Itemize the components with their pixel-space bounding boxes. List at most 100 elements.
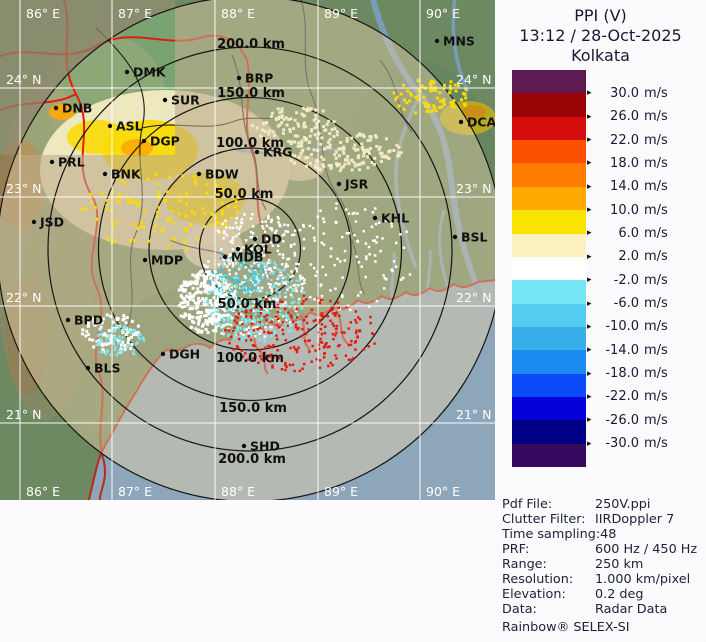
station-label: SHD (250, 439, 280, 454)
scan-info-row: Elevation: 0.2 deg (502, 587, 644, 602)
legend-color-band (512, 93, 586, 117)
station-label: DNB (62, 101, 92, 116)
scan-timestamp: 13:12 / 28-Oct-2025 (519, 26, 682, 45)
tick-arrow-icon: ▸ (587, 368, 592, 379)
legend-color-band (512, 70, 586, 94)
longitude-label: 89° E (324, 6, 358, 21)
station-dot (160, 351, 166, 357)
station-label: DGP (150, 134, 180, 149)
legend-color-band (512, 163, 586, 187)
range-ring-label: 100.0 km (216, 136, 284, 151)
legend-color-band (512, 233, 586, 257)
station-label: JSR (344, 177, 369, 192)
station-label: JSD (39, 215, 64, 230)
station-dot (162, 97, 168, 103)
tick-arrow-icon: ▸ (587, 88, 592, 99)
legend-color-band (512, 420, 586, 444)
station-dot (107, 123, 113, 129)
tick-arrow-icon: ▸ (587, 205, 592, 216)
station-dot (336, 181, 342, 187)
station-dot (236, 75, 242, 81)
latitude-label: 21° N (6, 407, 41, 422)
tick-arrow-icon: ▸ (587, 111, 592, 122)
station-label: DD (261, 232, 282, 247)
software-brand-label: Rainbow® SELEX-SI (502, 620, 630, 635)
tick-arrow-icon: ▸ (587, 158, 592, 169)
range-ring-label: 200.0 km (217, 37, 285, 52)
range-ring (198, 197, 302, 301)
legend-color-band (512, 303, 586, 327)
station-dot (372, 215, 378, 221)
scan-info-row: Range: 250 km (502, 557, 644, 572)
legend-tick: ▸ -30.0 m/s (587, 436, 668, 452)
longitude-label: 87° E (118, 484, 152, 499)
station-label: BSL (461, 230, 488, 245)
longitude-label: 86° E (26, 6, 60, 21)
scan-info-rows: Pdf File: 250V.ppi Clutter Filter: IIRDoppl… (502, 497, 706, 617)
latitude-label: 22° N (456, 290, 491, 305)
longitude-label: 89° E (324, 484, 358, 499)
velocity-speckle-field (224, 294, 376, 373)
longitude-label: 86° E (26, 484, 60, 499)
velocity-speckle-field (95, 324, 146, 357)
radar-map-display: 86° E 86° E 87° E 87° E 88° E 88° E 89° E 89° E… (0, 0, 495, 500)
legend-color-band (512, 350, 586, 374)
legend-color-band (512, 210, 586, 234)
radar-map-canvas: 86° E 86° E 87° E 87° E 88° E 88° E 89° E 89° E… (0, 0, 495, 500)
range-ring-label: 150.0 km (219, 401, 287, 416)
velocity-speckle-field (289, 130, 403, 172)
legend-color-band (512, 186, 586, 211)
legend-color-band (512, 373, 586, 398)
tick-arrow-icon: ▸ (587, 345, 592, 356)
range-ring (148, 147, 352, 351)
range-ring-label: 200.0 km (218, 452, 286, 467)
range-ring-label: 50.0 km (218, 297, 277, 312)
tick-arrow-icon: ▸ (587, 251, 592, 262)
longitude-label: 88° E (221, 6, 255, 21)
range-ring-label: 100.0 km (216, 351, 284, 366)
legend-tick: ▸ 18.0 m/s (587, 155, 668, 171)
station-dot (142, 257, 148, 263)
product-title: PPI (V) (574, 6, 627, 25)
scan-info-panel: Pdf File: 250V.ppi Clutter Filter: IIRDoppl… (502, 497, 706, 635)
tick-arrow-icon: ▸ (587, 415, 592, 426)
station-dot (252, 236, 258, 242)
tick-arrow-icon: ▸ (587, 275, 592, 286)
scan-info-row: PRF: 600 Hz / 450 Hz (502, 542, 698, 557)
station-label: BNK (111, 167, 142, 182)
station-label: BLS (94, 361, 121, 376)
velocity-color-scale (512, 70, 586, 468)
station-dot (65, 317, 71, 323)
station-dot (222, 254, 228, 260)
latitude-label: 24° N (456, 72, 491, 87)
station-dot (434, 38, 440, 44)
latitude-label: 23° N (456, 181, 491, 196)
scan-info-row: Resolution: 1.000 km/pixel (502, 572, 691, 587)
station-label: KRG (263, 145, 293, 160)
station-dot (254, 149, 260, 155)
station-dot (235, 246, 241, 252)
station-dot (241, 443, 247, 449)
station-dot (53, 105, 59, 111)
side-panel: PPI (V) 13:12 / 28-Oct-2025 Kolkata ▸ 30.… (495, 0, 706, 642)
scan-info-row: Clutter Filter: IIRDoppler 7 (502, 512, 675, 527)
station-label: KHL (381, 211, 409, 226)
legend-tick: ▸ -22.0 m/s (587, 389, 668, 405)
legend-color-band (512, 443, 586, 468)
legend-color-band (512, 397, 586, 421)
longitude-label: 90° E (426, 6, 460, 21)
station-dot (196, 171, 202, 177)
legend-tick: ▸ -6.0 m/s (587, 296, 668, 312)
velocity-speckle-field (209, 252, 266, 296)
range-ring-label: 50.0 km (215, 187, 274, 202)
legend-tick: ▸ 14.0 m/s (587, 179, 668, 195)
legend-tick: ▸ 22.0 m/s (587, 132, 668, 148)
legend-tick: ▸ 10.0 m/s (587, 202, 668, 218)
station-label: BPD (74, 313, 103, 328)
station-label: MDB (231, 250, 263, 265)
legend-color-band (512, 256, 586, 281)
station-label: BDW (205, 167, 239, 182)
legend-tick: ▸ -26.0 m/s (587, 412, 668, 428)
legend-color-band (512, 280, 586, 304)
station-dot (85, 365, 91, 371)
